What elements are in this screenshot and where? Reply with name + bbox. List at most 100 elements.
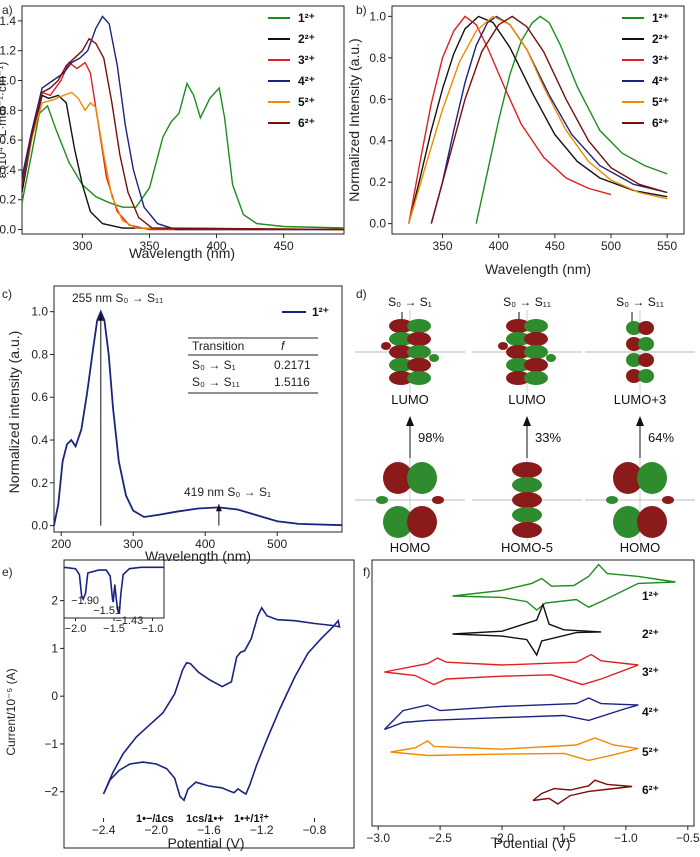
y-tick-label: 0.4: [31, 433, 48, 447]
panel-b-plot-frame: [391, 5, 685, 235]
panel-a: a) 300 350 400 4500.00.20.40.60.81.01.21.4 …: [0, 3, 345, 261]
table-header-f: f: [281, 339, 286, 353]
lobe: [626, 337, 642, 351]
series-label: 4²⁺: [642, 705, 659, 719]
panel-c-axes: 200 300 400 500 0.0 0.2 0.4 0.6 0.8 1.0: [31, 305, 287, 551]
x-tick-label: 500: [267, 537, 287, 551]
y-tick-label: 1.0: [369, 9, 386, 23]
inset-x-tick-label: −1.0: [142, 623, 164, 635]
table-row-1-f: 0.2171: [274, 358, 311, 372]
legend-label: 5²⁺: [298, 95, 315, 109]
transition-label: S₀ → S₁: [388, 295, 432, 309]
lobe: [613, 506, 643, 538]
panel-c-label: c): [2, 287, 12, 301]
panel-c-legend-label: 1²⁺: [312, 305, 329, 319]
arrow-419: [215, 504, 222, 512]
lobe: [383, 462, 413, 494]
lobe: [407, 506, 437, 538]
series-label: 5²⁺: [642, 745, 659, 759]
y-tick-label: 1: [51, 641, 58, 655]
orbital-isosurface: [355, 458, 465, 542]
series-line: [21, 15, 344, 231]
lobe: [546, 354, 556, 362]
y-tick-label: 0.0: [369, 217, 386, 231]
lobe: [506, 358, 530, 372]
x-tick-label: 400: [489, 239, 509, 253]
lobe: [506, 332, 530, 346]
y-tick-label: 0.8: [31, 347, 48, 361]
lobe: [381, 342, 391, 350]
legend-label: 3²⁺: [298, 53, 315, 67]
panel-e-plot-frame: [63, 559, 355, 849]
cv-trace: [532, 779, 633, 805]
panel-e-ylabel: Current/10⁻⁵ (A): [4, 668, 18, 755]
inset-peak-label: −1.90: [71, 595, 99, 607]
x-tick-label: −2.5: [428, 831, 452, 845]
panel-c-annotation-255: 255 nm S₀ → S₁₁: [72, 291, 163, 305]
panel-e-xlabel: Potential (V): [167, 835, 244, 851]
panel-a-series: [21, 15, 345, 231]
x-tick-label: −1.0: [614, 831, 638, 845]
series-line: [21, 37, 345, 231]
panel-b: b) 350 400 450 500 550 0.0 0.2 0.4 0.6 0.8 1.0 1²⁺…: [346, 3, 685, 277]
y-tick-label: 0.0: [31, 519, 48, 533]
inset-x-tick-label: −1.5: [103, 623, 125, 635]
lobe: [637, 462, 667, 494]
y-tick-label: 2: [51, 594, 58, 608]
series-line: [21, 91, 345, 231]
panel-a-xlabel: Wavelength (nm): [129, 245, 235, 261]
arrow-255: [97, 313, 104, 321]
x-tick-label: −1.2: [250, 823, 274, 837]
panel-c-plot-frame: [53, 285, 343, 533]
panel-c-series: [53, 309, 343, 527]
series-label: 2²⁺: [642, 627, 659, 641]
lobe: [662, 496, 674, 504]
y-tick-label: −1: [44, 737, 58, 751]
panel-f-series: [383, 563, 676, 805]
x-tick-label: −2.0: [490, 831, 514, 845]
excitation-arrowhead: [406, 416, 414, 426]
orbital-isosurface: [585, 310, 695, 394]
y-tick-label: 1.0: [31, 305, 48, 319]
lobe: [407, 371, 431, 385]
y-tick-label: 0.6: [369, 92, 386, 106]
lobe: [407, 332, 431, 346]
lobe: [512, 522, 542, 538]
excitation-percent: 98%: [418, 430, 444, 445]
lobe: [407, 358, 431, 372]
panel-c: c) 200 300 400 500 0.0 0.2 0.4 0.6 0.8 1.0 1²⁺ 25…: [2, 285, 343, 564]
series-line: [21, 81, 345, 229]
lobe: [626, 353, 642, 367]
series-line: [408, 15, 668, 224]
panel-a-ylabel: ε (10⁴ · L·mol⁻¹·cm⁻¹): [0, 62, 9, 179]
y-tick-label: 0.2: [0, 193, 16, 207]
y-tick-label: 0.4: [369, 134, 386, 148]
y-tick-label: 0: [51, 689, 58, 703]
panel-f-plot-frame: [371, 559, 695, 827]
inset-peak-label: −1.51: [93, 605, 121, 617]
table-row-2-f: 1.5116: [274, 375, 310, 389]
lobe: [432, 496, 444, 504]
y-tick-label: 0.6: [31, 390, 48, 404]
lobe: [389, 358, 413, 372]
panel-b-axes: 350 400 450 500 550 0.0 0.2 0.4 0.6 0.8 1.0: [369, 9, 677, 253]
top-orbital-label: LUMO: [508, 392, 546, 407]
table-row-2-transition: S₀ → S₁₁: [192, 375, 240, 389]
series-line: [430, 15, 668, 224]
lobe: [626, 369, 642, 383]
panel-c-annotation-419: 419 nm S₀ → S₁: [184, 485, 271, 499]
x-tick-label: 350: [139, 239, 159, 253]
x-tick-label: 200: [51, 537, 71, 551]
table-header-transition: Transition: [192, 339, 244, 353]
legend-label: 1²⁺: [298, 11, 315, 25]
cv-trace: [452, 563, 676, 611]
lobe: [524, 345, 548, 359]
x-tick-label: −0.8: [303, 823, 327, 837]
panel-e-label-dication: 1•+/1²⁺: [234, 813, 269, 825]
legend-label: 1²⁺: [652, 11, 669, 25]
x-tick-label: 400: [195, 537, 215, 551]
x-tick-label: 350: [433, 239, 453, 253]
lobe: [512, 477, 542, 493]
lobe: [506, 371, 530, 385]
